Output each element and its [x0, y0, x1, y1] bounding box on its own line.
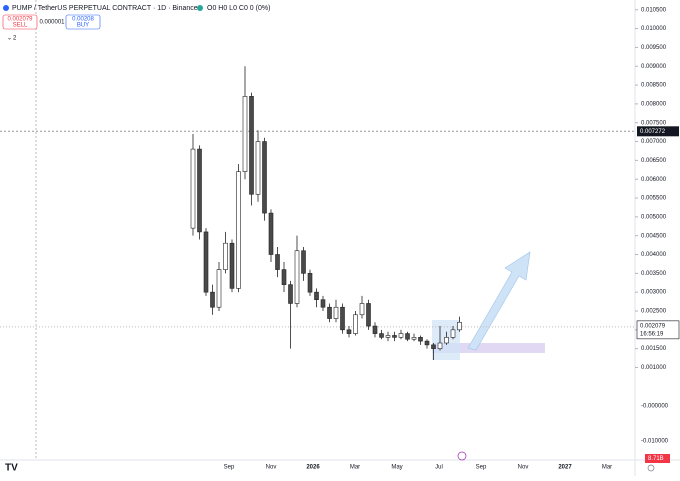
candle-body [353, 314, 358, 334]
candle-body [457, 321, 462, 331]
volume-axis-label: -0.000000 [641, 404, 669, 410]
x-tick-label: Jul [435, 465, 443, 471]
volume-tag [645, 454, 670, 463]
crosshair-price: 0.007272 [640, 129, 666, 135]
candle-body [320, 299, 326, 308]
last-price: 0.002079 [640, 323, 666, 329]
arrow [467, 251, 531, 351]
sell-button[interactable] [2, 14, 38, 30]
candle-body [307, 273, 313, 293]
candle-body [229, 242, 235, 289]
x-tick-label: Nov [518, 465, 529, 471]
y-tick-label: 0.003500 [641, 271, 667, 277]
candle-body [424, 340, 430, 346]
sell-price: 0.002079 [7, 17, 33, 23]
candle-body [236, 171, 241, 289]
buy-price: 0.00208 [72, 17, 94, 23]
candle-body [411, 337, 417, 340]
candle-body [418, 337, 423, 342]
candle-body [314, 291, 319, 300]
event-icon[interactable] [457, 451, 467, 461]
buy-button[interactable] [65, 14, 101, 30]
collapse-icon: ⌄ [7, 36, 12, 42]
candle-body [216, 269, 222, 308]
candle-body [372, 325, 378, 334]
buy-label: BUY [77, 23, 89, 29]
crosshair-tag [637, 126, 679, 137]
volume-tag-label: 8.71B [648, 456, 664, 462]
candle-body [385, 335, 391, 338]
logo: TV [5, 463, 18, 474]
y-tick-label: 0.007500 [641, 120, 667, 126]
ohlc-legend: O0 H0 L0 C0 0 (0%) [207, 5, 270, 12]
y-tick-label: 0.010000 [641, 26, 667, 32]
x-tick-label: Sep [224, 465, 235, 471]
candle-body [242, 96, 248, 172]
candle-body [275, 254, 280, 270]
candle-body [262, 141, 267, 214]
x-tick-label: 2026 [306, 465, 320, 471]
x-tick-label: May [391, 465, 402, 471]
candle-body [301, 250, 306, 274]
y-tick-label: 0.002500 [641, 309, 667, 315]
candle-body [197, 148, 202, 233]
candle-body [437, 342, 443, 349]
candle-body [294, 250, 300, 304]
settings-icon[interactable] [647, 464, 655, 472]
x-tick-label: 2027 [558, 465, 572, 471]
status-dot [197, 5, 203, 11]
y-tick-label: 0.004500 [641, 233, 667, 239]
candle-body [359, 303, 365, 316]
y-tick-label: 0.003000 [641, 290, 667, 296]
y-tick-label: 0.006000 [641, 177, 667, 183]
candle-body [203, 231, 209, 293]
y-tick-label: 0.008500 [641, 83, 667, 89]
y-tick-label: 0.007000 [641, 139, 667, 145]
y-tick-label: 0.008000 [641, 101, 667, 107]
sell-label: SELL [13, 23, 28, 29]
y-tick-label: 0.006500 [641, 158, 667, 164]
spread: 0.000001 [39, 20, 65, 26]
candle-body [366, 303, 371, 327]
last-price-tag [636, 320, 680, 340]
y-tick-label: 0.001000 [641, 365, 667, 371]
candle-body [450, 329, 456, 338]
candle-body [223, 242, 228, 270]
candle-body [379, 333, 384, 338]
candle-body [249, 96, 254, 195]
y-tick-label: 0.010500 [641, 7, 667, 13]
countdown: 16:56:19 [640, 331, 664, 337]
candle-body [281, 269, 287, 285]
x-tick-label: Nov [266, 465, 277, 471]
candle-body [255, 141, 261, 195]
y-tick-label: 0.005000 [641, 214, 667, 220]
chart-title: PUMP / TetherUS PERPETUAL CONTRACT · 1D … [12, 5, 198, 12]
y-tick-label: 0.005500 [641, 196, 667, 202]
candle-body [392, 335, 397, 338]
y-tick-label: 0.009500 [641, 45, 667, 51]
candle-body [444, 337, 449, 344]
candle-body [340, 306, 345, 331]
y-tick-label: 0.004000 [641, 252, 667, 258]
candle-body [190, 148, 196, 229]
candle-body [431, 344, 436, 349]
indicator-count: 2 [13, 36, 17, 42]
candle-body [333, 306, 339, 319]
candle-body [327, 306, 332, 319]
x-tick-label: Sep [476, 465, 487, 471]
x-tick-label: Mar [350, 465, 360, 471]
volume-axis-label: -0.010000 [641, 439, 669, 445]
y-tick-label: 0.001500 [641, 346, 667, 352]
candle-body [398, 333, 404, 338]
candle-body [268, 212, 274, 255]
y-tick-label: 0.009000 [641, 64, 667, 70]
symbol-icon [3, 5, 9, 11]
zone-box [432, 343, 545, 353]
candle-body [405, 333, 410, 340]
candle-body [288, 284, 293, 304]
x-tick-label: Mar [602, 465, 612, 471]
candle-body [210, 291, 215, 308]
candle-body [346, 329, 352, 334]
